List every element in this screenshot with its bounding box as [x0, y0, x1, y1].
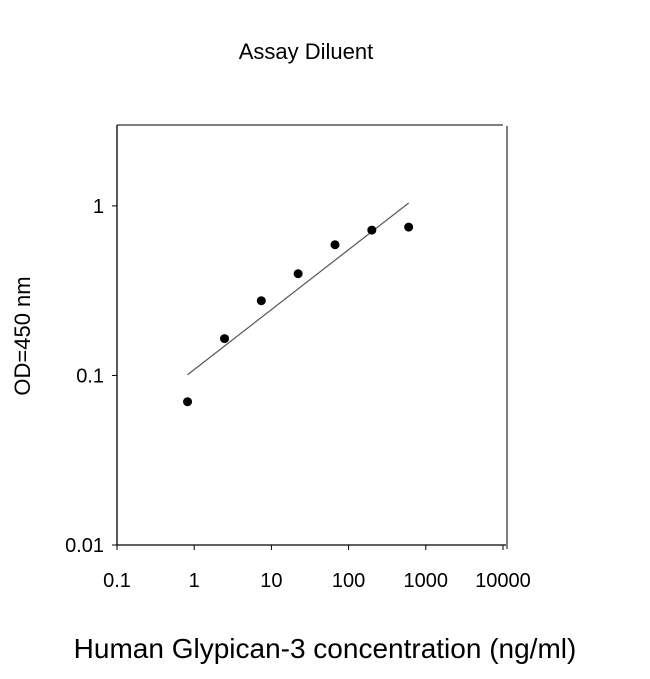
data-point: [183, 397, 193, 407]
y-tick-label: 0.1: [76, 365, 104, 387]
x-tick-label: 0.1: [103, 570, 131, 592]
x-axis-label: Human Glypican-3 concentration (ng/ml): [74, 633, 577, 664]
data-point: [367, 225, 377, 235]
x-tick-label: 1: [189, 570, 200, 592]
chart-title: Assay Diluent: [239, 39, 374, 64]
y-tick-label: 1: [93, 196, 104, 218]
x-tick-label: 10000: [475, 570, 531, 592]
data-marks: [183, 202, 414, 407]
data-point: [293, 269, 303, 279]
data-point: [404, 222, 414, 232]
y-axis-label: OD=450 nm: [10, 276, 35, 395]
y-tick-label: 0.01: [65, 535, 104, 557]
data-point: [256, 296, 266, 306]
x-tick-label: 10: [260, 570, 282, 592]
plot-frame: [116, 124, 508, 549]
x-tick-label: 100: [332, 570, 365, 592]
data-point: [220, 334, 230, 344]
data-point: [330, 240, 340, 250]
axis-ticks: 0.1 1 10 100 1000 10000 0.01 0.1 1: [65, 196, 531, 592]
x-tick-label: 1000: [404, 570, 449, 592]
